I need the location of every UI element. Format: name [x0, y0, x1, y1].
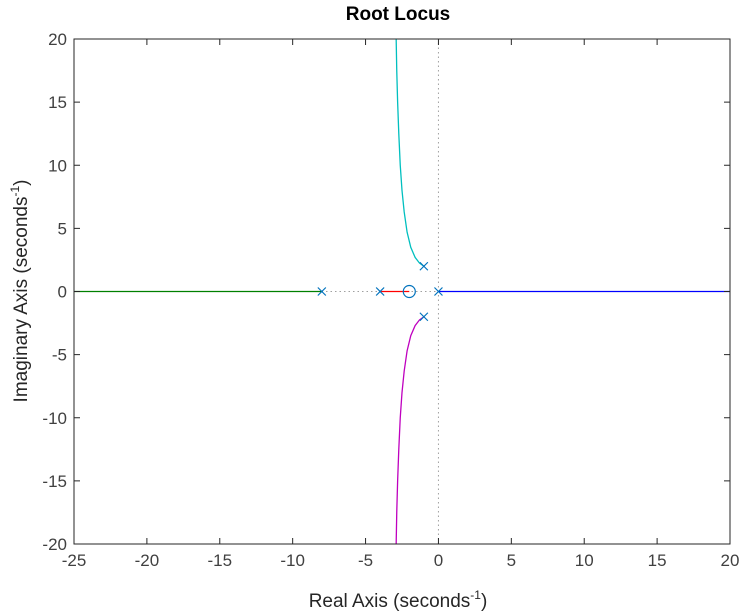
y-axis-title-sup: -1: [8, 186, 22, 197]
x-tick-label: 15: [648, 551, 667, 570]
x-tick-label: -10: [280, 551, 305, 570]
x-tick-label: -5: [358, 551, 373, 570]
y-tick-label: 10: [48, 156, 67, 175]
x-axis-title-close: ): [481, 591, 487, 612]
pole-marker-5: [317, 287, 327, 296]
x-tick-label: 10: [575, 551, 594, 570]
y-tick-label: -15: [42, 472, 67, 491]
x-tick-label: 5: [507, 551, 516, 570]
y-tick-label: 20: [48, 30, 67, 49]
x-tick-label: 0: [434, 551, 443, 570]
x-tick-label: -15: [207, 551, 232, 570]
pole-marker-2: [419, 261, 429, 271]
x-tick-label: -20: [135, 551, 160, 570]
x-tick-label: -25: [62, 551, 87, 570]
locus-branches: [74, 38, 730, 545]
x-tick-label: 20: [721, 551, 740, 570]
pole-marker-1: [434, 287, 443, 296]
y-tick-label: -20: [42, 535, 67, 554]
y-axis-title-close: ): [11, 180, 32, 186]
axis-ticks: -25 -20 -15 -10 -5 0 5 10 15 20-20-15-10-50510152…: [42, 30, 739, 570]
y-tick-label: 5: [58, 219, 67, 238]
zero-marker-1: [402, 284, 416, 299]
y-axis-title-main: Imaginary Axis (seconds: [11, 197, 32, 403]
y-tick-label: 0: [58, 283, 67, 302]
x-axis-title-sup: -1: [470, 588, 481, 602]
locus-branch-4: [395, 38, 425, 267]
x-axis-title: Real Axis (seconds-1): [309, 588, 488, 612]
pole-marker-4: [375, 287, 385, 296]
x-axis-title-main: Real Axis (seconds: [309, 591, 471, 612]
y-axis-title: Imaginary Axis (seconds-1): [8, 180, 32, 403]
chart-title: Root Locus: [346, 4, 451, 25]
pole-zero-markers: [317, 261, 443, 322]
locus-branch-5: [395, 316, 425, 545]
y-tick-label: -5: [52, 346, 67, 365]
pole-marker-3: [419, 312, 429, 322]
y-tick-label: -10: [42, 409, 67, 428]
y-tick-label: 15: [48, 93, 67, 112]
